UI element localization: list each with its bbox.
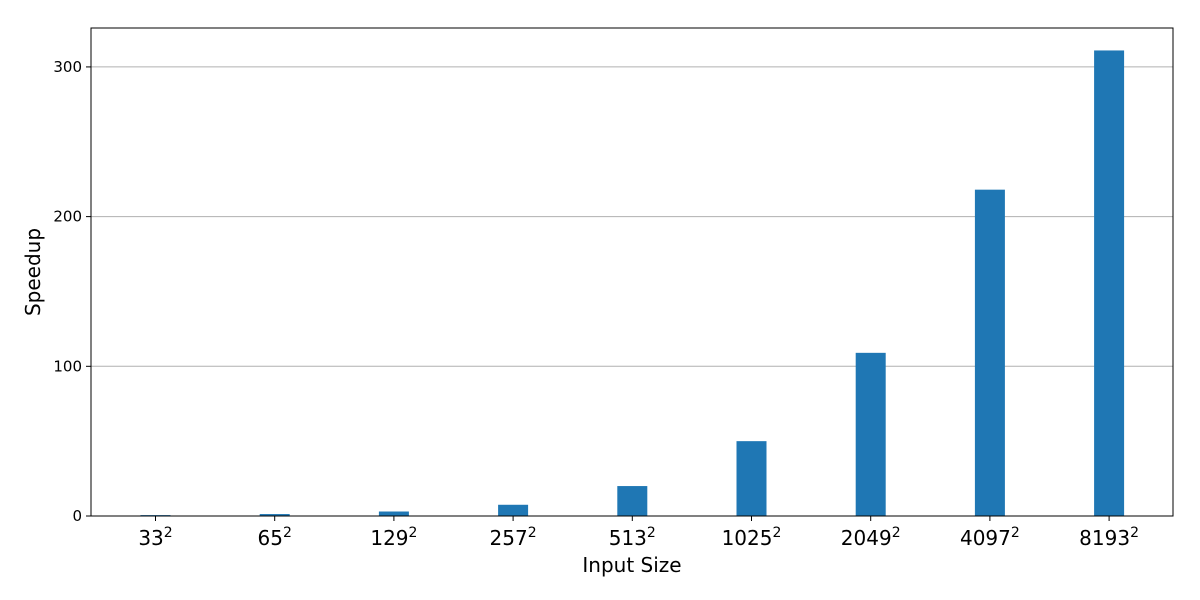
x-tick-base: 65 [258,526,283,550]
x-tick-label: 81932 [1079,525,1139,550]
x-tick-base: 2049 [841,526,892,550]
x-tick-label: 1292 [370,525,417,550]
x-tick-base: 257 [490,526,528,550]
bar-65 [259,514,290,516]
x-axis-ticks: 332 652 1292 2572 5132 10252 20492 40972 81932 [138,516,1139,550]
x-tick-exponent: 2 [409,525,418,541]
x-tick-label: 652 [258,525,292,550]
y-axis-title: Speedup [21,228,45,316]
y-tick-label: 200 [53,208,82,226]
x-tick-exponent: 2 [283,525,292,541]
x-tick-base: 8193 [1079,526,1130,550]
x-tick-base: 33 [138,526,163,550]
x-tick-label: 5132 [609,525,656,550]
y-tick-label: 300 [53,58,82,76]
x-tick-base: 129 [370,526,408,550]
x-tick-exponent: 2 [528,525,537,541]
x-tick-label: 332 [138,525,172,550]
gridlines [91,66,1173,367]
y-tick-label: 100 [53,357,82,375]
plot-area-frame [90,27,1174,517]
bar-513 [617,486,648,516]
x-tick-base: 1025 [722,526,773,550]
x-tick-base: 4097 [960,526,1011,550]
bar-2049 [855,352,886,516]
bars [140,50,1125,517]
x-tick-label: 20492 [841,525,901,550]
x-axis-title: Input Size [582,553,681,577]
bar-1025 [736,441,767,516]
x-tick-exponent: 2 [772,525,781,541]
y-axis-ticks: 0 100 200 300 [53,58,91,525]
x-tick-exponent: 2 [1130,525,1139,541]
x-tick-exponent: 2 [647,525,656,541]
x-tick-exponent: 2 [1011,525,1020,541]
x-tick-label: 10252 [722,525,782,550]
x-tick-base: 513 [609,526,647,550]
x-tick-exponent: 2 [164,525,173,541]
bar-8193 [1094,50,1125,517]
bar-4097 [974,189,1005,517]
bar-129 [378,511,409,516]
x-tick-label: 2572 [490,525,537,550]
bar-257 [498,504,529,516]
x-tick-label: 40972 [960,525,1020,550]
y-tick-label: 0 [72,507,82,525]
x-tick-exponent: 2 [892,525,901,541]
